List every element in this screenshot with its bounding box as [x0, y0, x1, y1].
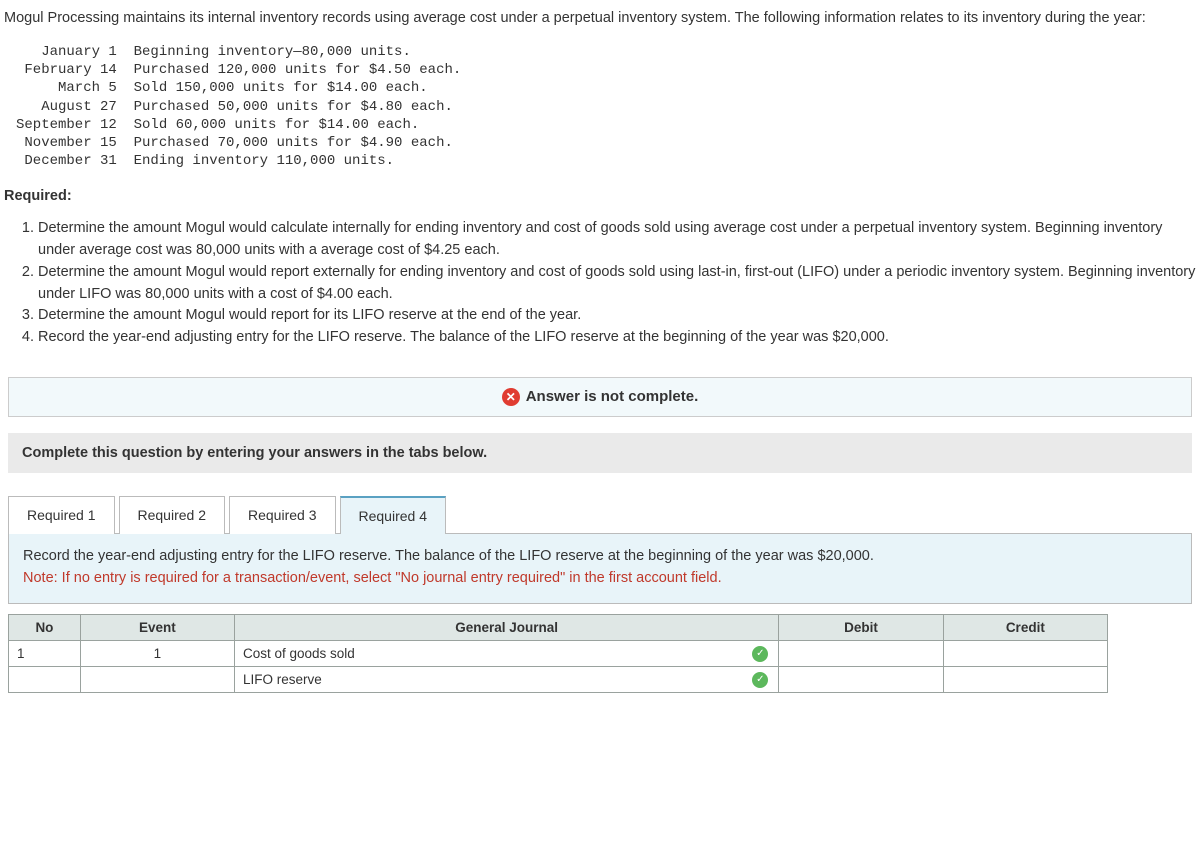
cell-general-journal[interactable]: Cost of goods sold✓: [234, 641, 778, 667]
journal-entry-table: No Event General Journal Debit Credit 11…: [8, 614, 1108, 693]
cell-credit[interactable]: [943, 667, 1107, 693]
tab4-note: Note: If no entry is required for a tran…: [23, 570, 722, 586]
requirement-item: Determine the amount Mogul would report …: [38, 305, 1196, 327]
error-x-icon: ✕: [502, 388, 520, 406]
table-row: LIFO reserve✓: [9, 667, 1108, 693]
cell-general-journal[interactable]: LIFO reserve✓: [234, 667, 778, 693]
col-header-debit: Debit: [779, 615, 943, 641]
requirement-item: Record the year-end adjusting entry for …: [38, 327, 1196, 349]
cell-no[interactable]: [9, 667, 81, 693]
cell-debit[interactable]: [779, 667, 943, 693]
cell-no[interactable]: 1: [9, 641, 81, 667]
col-header-event: Event: [80, 615, 234, 641]
tab-body-required-4: Record the year-end adjusting entry for …: [8, 533, 1192, 605]
checkmark-icon: ✓: [752, 672, 768, 688]
tab-required-2[interactable]: Required 2: [119, 496, 226, 534]
requirements-list: Determine the amount Mogul would calcula…: [38, 218, 1196, 349]
tab-required-3[interactable]: Required 3: [229, 496, 336, 534]
table-row: 11Cost of goods sold✓: [9, 641, 1108, 667]
tab-required-4[interactable]: Required 4: [340, 496, 447, 534]
cell-event[interactable]: 1: [80, 641, 234, 667]
cell-event[interactable]: [80, 667, 234, 693]
required-header: Required:: [4, 188, 1196, 204]
col-header-no: No: [9, 615, 81, 641]
intro-text: Mogul Processing maintains its internal …: [4, 8, 1196, 29]
banner-text: Answer is not complete.: [526, 388, 699, 405]
answer-status-banner: ✕ Answer is not complete.: [8, 377, 1192, 417]
tab-strip: Required 1 Required 2 Required 3 Require…: [8, 495, 1192, 533]
requirement-item: Determine the amount Mogul would calcula…: [38, 218, 1196, 262]
transactions-block: January 1 Beginning inventory—80,000 uni…: [16, 43, 1196, 170]
tab4-instruction: Record the year-end adjusting entry for …: [23, 548, 874, 564]
col-header-gj: General Journal: [234, 615, 778, 641]
tab-required-1[interactable]: Required 1: [8, 496, 115, 534]
instruction-bar: Complete this question by entering your …: [8, 433, 1192, 473]
cell-debit[interactable]: [779, 641, 943, 667]
checkmark-icon: ✓: [752, 646, 768, 662]
col-header-credit: Credit: [943, 615, 1107, 641]
requirement-item: Determine the amount Mogul would report …: [38, 262, 1196, 306]
cell-credit[interactable]: [943, 641, 1107, 667]
